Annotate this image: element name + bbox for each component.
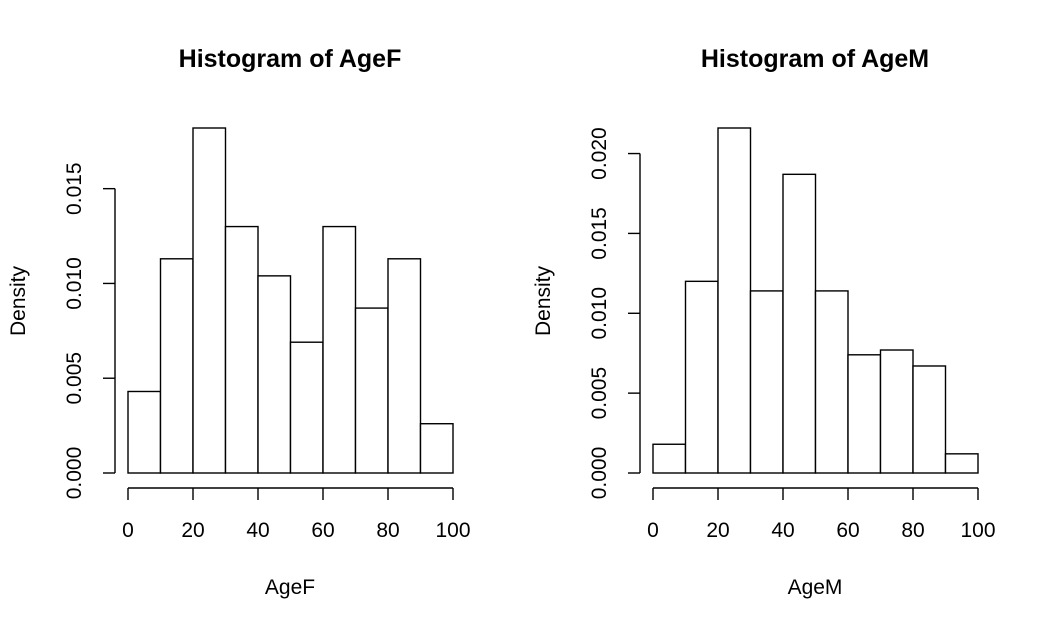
x-tick-label: 80 [901, 519, 924, 542]
x-tick-label: 100 [960, 519, 995, 542]
histogram-bar [717, 127, 752, 474]
histogram-bar [224, 225, 259, 474]
bars-agef [127, 127, 454, 474]
x-tick-label: 60 [311, 519, 334, 542]
histogram-bar [782, 173, 817, 474]
y-axis-label-agem: Density [532, 265, 555, 336]
histogram-bar [684, 280, 719, 474]
histogram-bar [879, 349, 914, 474]
x-tick-label: 60 [836, 519, 859, 542]
histogram-bar [912, 365, 947, 474]
x-tick-label: 0 [647, 519, 659, 542]
histogram-bar [192, 127, 227, 474]
histogram-bar [944, 453, 979, 474]
y-axis-agem: 0.000 0.005 0.010 0.015 0.020 [588, 127, 641, 500]
x-tick-label: 20 [706, 519, 729, 542]
x-tick-label: 0 [122, 519, 134, 542]
y-tick-label: 0.005 [63, 352, 86, 405]
histogram-bar [419, 423, 454, 474]
y-tick-label: 0.015 [63, 162, 86, 215]
histogram-bar [322, 225, 357, 474]
histogram-bar [127, 390, 162, 474]
x-tick-label: 20 [181, 519, 204, 542]
histogram-bar [847, 354, 882, 474]
chart-title-agef: Histogram of AgeF [179, 45, 402, 73]
x-axis-agef: 0 20 40 60 80 100 [122, 487, 471, 542]
x-tick-label: 40 [246, 519, 269, 542]
x-tick-label: 100 [435, 519, 470, 542]
histogram-bar [814, 290, 849, 474]
histogram-bar [387, 258, 422, 474]
y-tick-label: 0.015 [588, 207, 611, 260]
chart-title-agem: Histogram of AgeM [701, 45, 929, 73]
y-tick-label: 0.020 [588, 127, 611, 180]
histogram-bar [289, 341, 324, 474]
histogram-agem-panel: Histogram of AgeM AgeM Density 0 20 40 60 80… [532, 45, 996, 599]
histogram-bar [652, 443, 687, 474]
histogram-bar [257, 275, 292, 474]
histogram-agef-panel: Histogram of AgeF AgeF Density 0 20 40 60 80… [7, 45, 471, 599]
x-axis-label-agef: AgeF [265, 576, 315, 599]
y-tick-label: 0.000 [588, 447, 611, 500]
x-axis-label-agem: AgeM [788, 576, 843, 599]
y-tick-label: 0.010 [63, 257, 86, 310]
histogram-bar [159, 258, 194, 474]
y-tick-label: 0.010 [588, 287, 611, 340]
y-tick-label: 0.005 [588, 367, 611, 420]
x-tick-label: 40 [771, 519, 794, 542]
x-axis-agem: 0 20 40 60 80 100 [647, 487, 996, 542]
histogram-bar [354, 307, 389, 474]
y-tick-label: 0.000 [63, 447, 86, 500]
bars-agem [652, 127, 979, 474]
histogram-bar [749, 290, 784, 474]
y-axis-agef: 0.000 0.005 0.010 0.015 [63, 162, 116, 500]
x-tick-label: 80 [376, 519, 399, 542]
y-axis-label-agef: Density [7, 265, 30, 336]
